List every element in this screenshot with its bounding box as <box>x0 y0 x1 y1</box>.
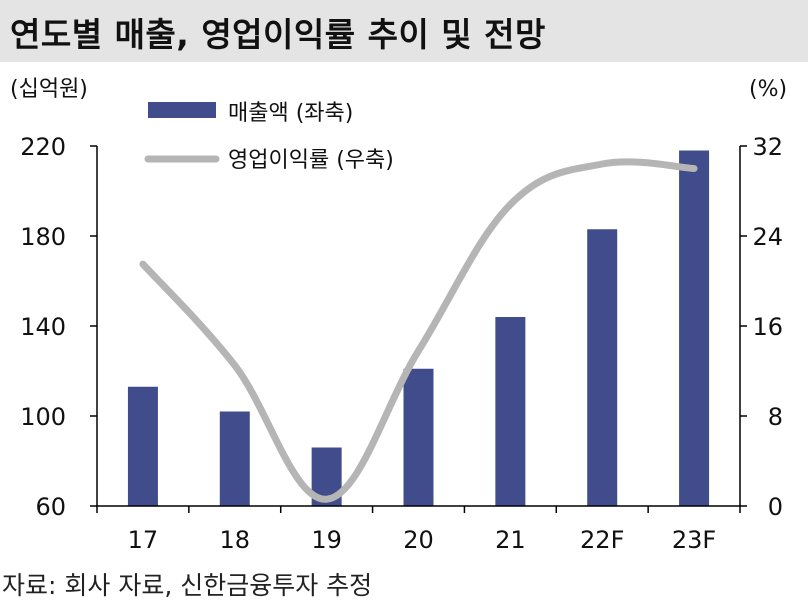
operating-margin-line <box>139 158 698 503</box>
left-tick-label-60: 60 <box>35 493 66 521</box>
legend-label-line: 영업이익률 (우축) <box>228 148 394 173</box>
bar-22F <box>587 229 618 506</box>
right-tick-label-24: 24 <box>752 223 783 251</box>
bar-20 <box>403 368 434 506</box>
right-tick-label-32: 32 <box>752 133 783 161</box>
legend-label-bar: 매출액 (좌축) <box>228 101 353 126</box>
title-bar: 연도별 매출, 영업이익률 추이 및 전망 <box>0 0 808 62</box>
x-tick-label-23F: 23F <box>672 526 716 554</box>
x-tick-label-20: 20 <box>403 526 434 554</box>
left-tick-label-180: 180 <box>20 223 66 251</box>
left-tick-label-140: 140 <box>20 313 66 341</box>
right-axis-unit: (%) <box>749 77 787 102</box>
source-note: 자료: 회사 자료, 신한금융투자 추정 <box>2 571 373 600</box>
right-tick-label-16: 16 <box>752 313 783 341</box>
legend-swatch-bar <box>148 102 216 118</box>
chart-title: 연도별 매출, 영업이익률 추이 및 전망 <box>10 15 546 54</box>
right-tick-label-8: 8 <box>768 403 783 431</box>
x-tick-label-18: 18 <box>220 526 251 554</box>
combo-chart: 60 100 140 180 220 0 8 16 24 32 17 18 19 20 21 22F 23F (십… <box>10 77 787 554</box>
right-tick-label-0: 0 <box>768 493 783 521</box>
bar-17 <box>127 386 158 506</box>
bar-23F <box>679 150 710 506</box>
x-tick-label-17: 17 <box>128 526 159 554</box>
x-tick-label-19: 19 <box>311 526 342 554</box>
bar-18 <box>219 411 250 506</box>
x-tick-label-22F: 22F <box>580 526 624 554</box>
left-axis-unit: (십억원) <box>10 77 88 102</box>
bar-21 <box>495 317 526 506</box>
left-tick-label-100: 100 <box>20 403 66 431</box>
x-tick-label-21: 21 <box>495 526 526 554</box>
left-tick-label-220: 220 <box>20 133 66 161</box>
